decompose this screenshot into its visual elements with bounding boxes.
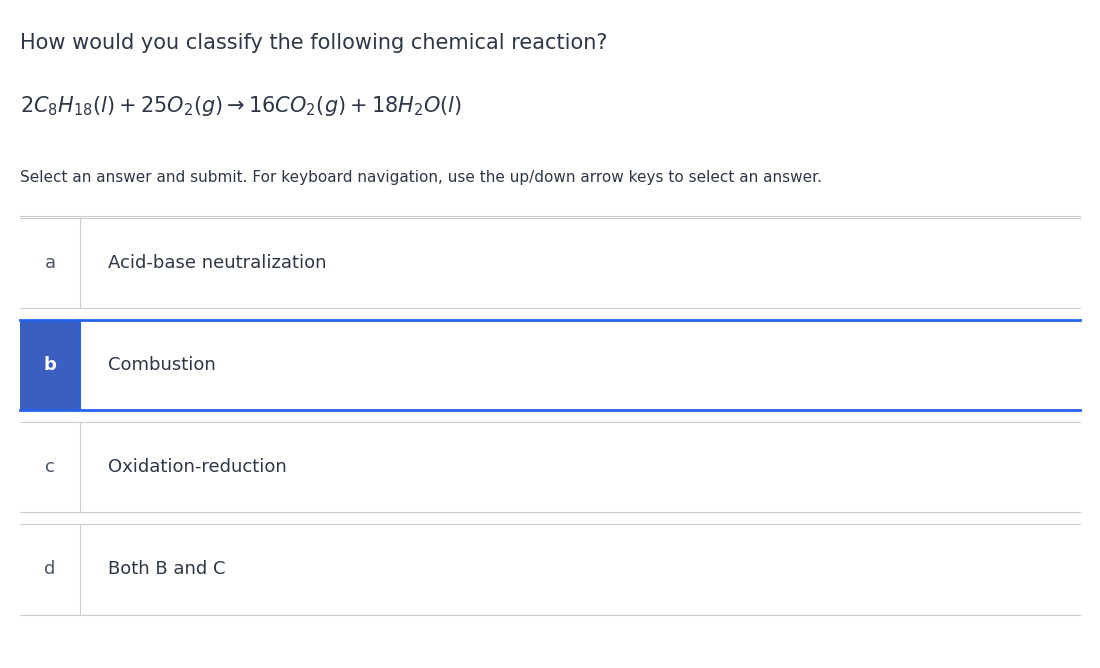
Text: Select an answer and submit. For keyboard navigation, use the up/down arrow keys: Select an answer and submit. For keyboar… <box>20 170 822 185</box>
Text: $2C_8H_{18}(l) + 25O_2(g) \rightarrow 16CO_2(g) + 18H_2O(l)$: $2C_8H_{18}(l) + 25O_2(g) \rightarrow 16… <box>20 94 462 118</box>
Text: Acid-base neutralization: Acid-base neutralization <box>108 254 327 272</box>
Text: How would you classify the following chemical reaction?: How would you classify the following che… <box>20 33 607 53</box>
Text: c: c <box>45 458 55 476</box>
Text: Combustion: Combustion <box>108 356 216 374</box>
Text: Oxidation-reduction: Oxidation-reduction <box>108 458 286 476</box>
FancyBboxPatch shape <box>20 320 80 410</box>
Text: d: d <box>44 560 56 578</box>
Text: Both B and C: Both B and C <box>108 560 226 578</box>
Text: a: a <box>44 254 56 272</box>
Text: b: b <box>44 356 56 374</box>
